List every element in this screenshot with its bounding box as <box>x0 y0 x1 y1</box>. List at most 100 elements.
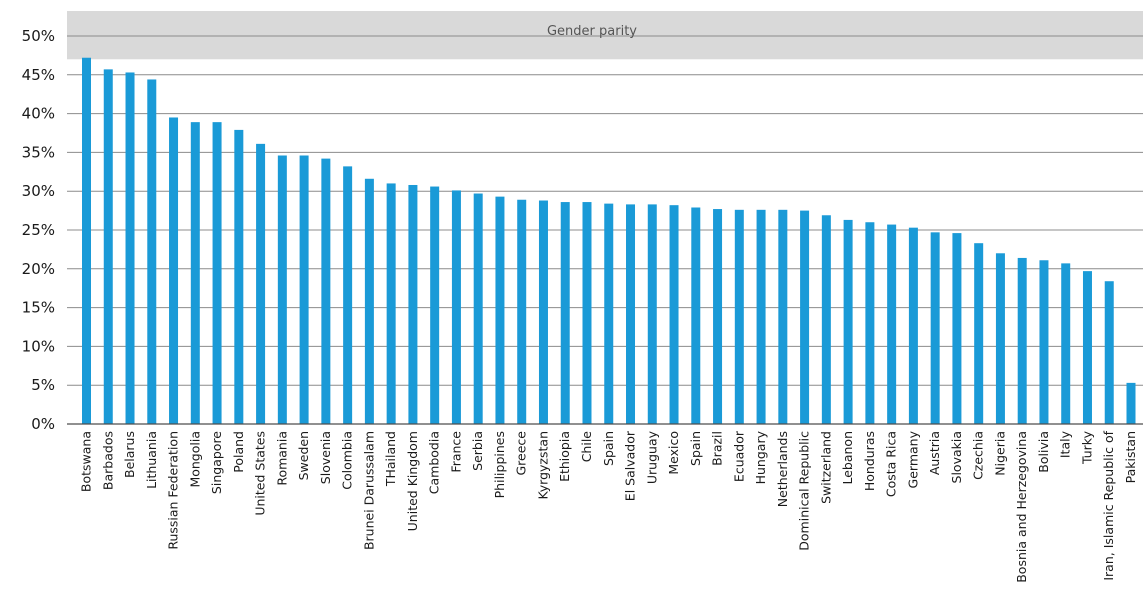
x-category-label: Iran, Islamic Republic of <box>1101 430 1116 580</box>
bar <box>1126 382 1136 424</box>
x-category-label: Germany <box>905 430 920 488</box>
bar <box>734 209 744 424</box>
bar <box>713 209 723 424</box>
y-tick-label: 45% <box>22 66 55 84</box>
y-tick-label: 5% <box>31 376 55 394</box>
bar <box>604 203 614 424</box>
x-category-label: Pakistan <box>1123 431 1138 483</box>
bar <box>103 69 113 425</box>
bar <box>495 196 505 424</box>
bar <box>1082 271 1092 424</box>
bar <box>430 186 440 424</box>
x-category-label: Kyrgyzstan <box>535 431 550 500</box>
x-category-label: Switzerland <box>818 431 833 504</box>
bar <box>821 215 831 424</box>
bar <box>974 243 984 424</box>
x-category-label: Singapore <box>209 431 224 494</box>
bar <box>843 219 853 424</box>
x-category-label: Greece <box>514 431 529 476</box>
x-category-label: Honduras <box>862 431 877 491</box>
bar <box>256 143 266 425</box>
y-tick-label: 20% <box>22 260 55 278</box>
x-category-label: Sweden <box>296 431 311 480</box>
x-category-label: El Salvador <box>623 430 638 501</box>
y-tick-label: 50% <box>22 27 55 45</box>
bar <box>756 209 766 424</box>
bar <box>995 253 1005 424</box>
x-category-label: United States <box>253 431 268 516</box>
bar <box>299 155 309 424</box>
x-category-label: Belarus <box>122 431 137 478</box>
x-category-label: France <box>448 431 463 473</box>
bar <box>538 200 548 424</box>
y-tick-label: 25% <box>22 221 55 239</box>
x-category-label: Chile <box>579 431 594 463</box>
bar <box>626 204 636 424</box>
y-tick-label: 0% <box>31 415 55 433</box>
x-category-label: Bolivia <box>1036 431 1051 473</box>
x-category-label: Barbados <box>100 431 115 490</box>
gender-parity-label: Gender parity <box>547 24 637 39</box>
x-category-label: Serbia <box>470 431 485 471</box>
bar <box>321 158 331 425</box>
bar <box>691 207 701 424</box>
bar <box>1039 260 1049 424</box>
bar <box>408 184 418 424</box>
x-category-label: Dominical Republic <box>797 431 812 551</box>
bar <box>190 122 200 424</box>
x-category-label: Philippines <box>492 431 507 498</box>
bar <box>364 178 374 424</box>
bar <box>169 117 179 424</box>
x-category-label: Slovenia <box>318 431 333 484</box>
bar <box>451 190 461 424</box>
bar <box>386 183 396 424</box>
bar <box>277 155 287 424</box>
y-tick-label: 15% <box>22 299 55 317</box>
x-category-label: THailand <box>383 431 398 487</box>
y-tick-label: 35% <box>22 143 55 161</box>
bar <box>669 205 679 424</box>
bar <box>147 79 157 425</box>
bar <box>800 210 810 424</box>
bar <box>647 204 657 424</box>
x-category-label: Romania <box>274 431 289 486</box>
bar <box>930 232 940 424</box>
x-category-label: Ethiopia <box>557 431 572 482</box>
x-category-label: Mexico <box>666 431 681 475</box>
x-category-label: Uruguay <box>644 430 659 484</box>
x-category-label: United Kingdom <box>405 431 420 531</box>
x-axis-category-labels: Botswana Barbados Belarus Lithuania Russian … <box>79 430 1139 583</box>
x-category-label: Russian Federation <box>166 431 181 550</box>
bar <box>865 222 875 424</box>
bars <box>82 57 1136 425</box>
bar <box>343 166 353 424</box>
bar <box>582 202 592 424</box>
bar <box>908 227 918 424</box>
bar <box>234 129 244 424</box>
gender-parity-band <box>67 11 1143 60</box>
x-category-label: Hungary <box>753 430 768 484</box>
x-category-label: Brazil <box>710 431 725 466</box>
x-category-label: Bosnia and Herzegovina <box>1014 431 1029 583</box>
bar <box>517 199 527 424</box>
bar <box>952 233 962 424</box>
x-category-label: Costa Rica <box>884 431 899 497</box>
bar <box>125 72 135 424</box>
x-category-label: Spain <box>688 431 703 466</box>
x-category-label: Lebanon <box>840 431 855 485</box>
bar <box>1061 263 1071 424</box>
y-axis-ticks: 0% 5% 10% 15% 20% 25% 30% 35% 40% 45% 50% <box>22 27 55 433</box>
x-category-label: Botswana <box>79 431 94 492</box>
bar <box>1017 257 1027 424</box>
x-category-label: Austria <box>927 431 942 475</box>
x-category-label: Ecuador <box>731 430 746 482</box>
x-category-label: Colombia <box>340 431 355 490</box>
x-category-label: Brunei Darussalam <box>361 431 376 550</box>
x-category-label: Nigeria <box>992 431 1007 476</box>
y-tick-label: 30% <box>22 182 55 200</box>
bar <box>778 209 788 424</box>
bar <box>1104 281 1114 424</box>
x-category-label: Spain <box>601 431 616 466</box>
